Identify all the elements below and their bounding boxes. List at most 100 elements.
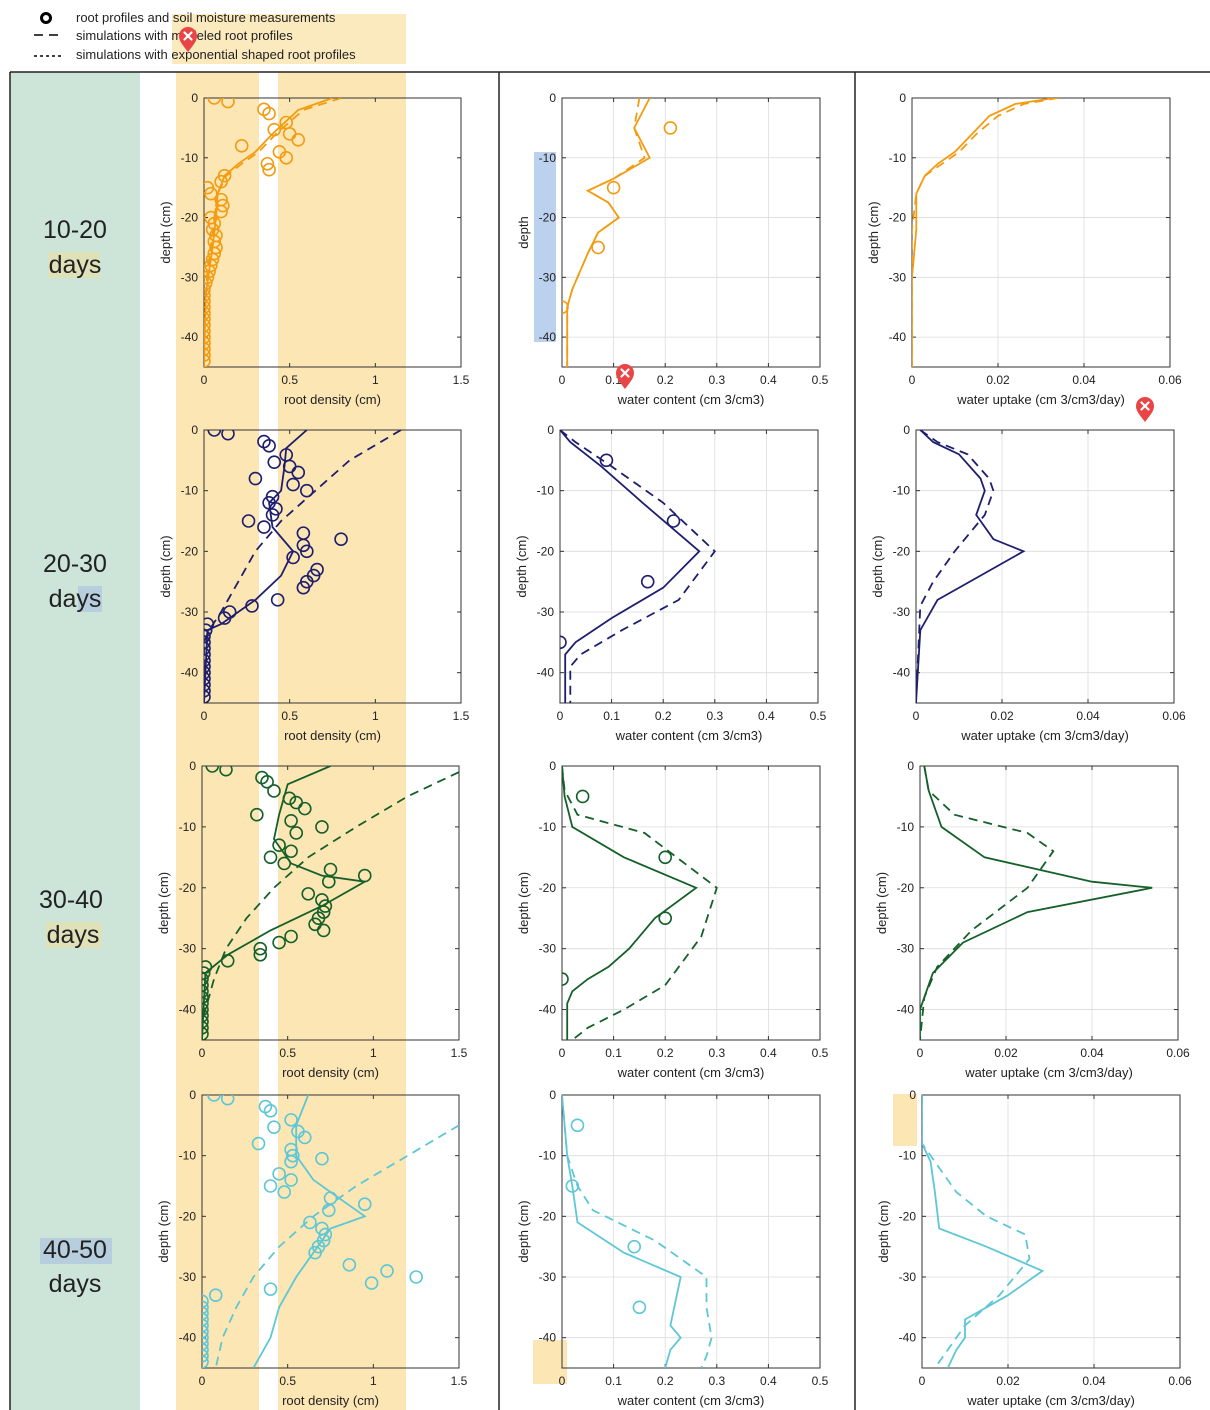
axes-box — [911, 97, 1171, 368]
data-point — [299, 483, 314, 498]
legend: root profiles and soil moisture measurem… — [34, 10, 406, 64]
data-point — [380, 1264, 394, 1278]
data-point — [202, 1324, 209, 1339]
data-point — [321, 874, 336, 889]
y-tick-label: -20 — [899, 1209, 917, 1223]
y-tick-label: 0 — [903, 423, 910, 437]
chart-panel: 0 0.02 0.04 0.06 0 -10 -20 -30 -40 water uptake (… — [870, 423, 1186, 743]
y-axis-label: depth (cm) — [866, 201, 881, 263]
y-axis-label: depth (cm) — [874, 872, 889, 934]
data-point — [666, 514, 681, 528]
y-tick-label: -30 — [179, 942, 197, 956]
y-tick-label: -30 — [539, 942, 557, 956]
y-axis-label: depth (cm) — [514, 535, 529, 597]
y-tick-label: -10 — [179, 820, 197, 834]
data-point — [202, 990, 209, 1005]
data-point — [296, 580, 311, 595]
data-point — [202, 1336, 209, 1351]
row-label-band — [10, 72, 140, 1410]
series-exponential-line — [922, 1095, 1031, 1368]
y-tick-label: -20 — [539, 1209, 557, 1223]
x-tick-label: 0.3 — [708, 1046, 725, 1060]
row-label-2: 20-30 days — [43, 550, 107, 613]
data-point — [221, 430, 235, 441]
data-point — [204, 300, 211, 315]
x-tick-label: 0.5 — [812, 1374, 829, 1388]
x-tick-label: 0.4 — [758, 709, 775, 723]
x-tick-label: 0.2 — [657, 1374, 674, 1388]
plot-area — [202, 1095, 459, 1368]
plot-area — [922, 1095, 1045, 1368]
y-tick-label: 0 — [907, 759, 914, 773]
y-tick-label: -30 — [537, 605, 555, 619]
y-axis-label: depth (cm) — [876, 1200, 891, 1262]
row-label-line2: days — [49, 251, 102, 279]
y-tick-label: -40 — [181, 666, 199, 680]
data-point — [204, 665, 211, 680]
x-tick-label: 0 — [909, 373, 916, 387]
pin-shape — [179, 27, 197, 52]
data-point — [204, 318, 211, 332]
data-point — [207, 430, 222, 437]
data-point — [204, 186, 218, 201]
data-point — [204, 306, 211, 320]
data-point — [208, 1288, 223, 1302]
chart-panel: 0 0.02 0.04 0.06 0 -10 -20 -30 -40 water uptake (… — [866, 91, 1182, 407]
data-point — [202, 1008, 209, 1023]
chart-panel: 0 0.1 0.2 0.3 0.4 0.5 0 -10 -20 -30 -40 water conte… — [516, 1088, 829, 1408]
plot-area — [202, 766, 459, 1040]
x-tick-label: 0.04 — [1080, 1046, 1104, 1060]
x-tick-label: 1.5 — [453, 709, 470, 723]
row-label-line1: 20-30 — [43, 550, 107, 578]
data-point — [204, 647, 211, 662]
x-tick-label: 0.06 — [1168, 1374, 1192, 1388]
chart-panel: 0 0.5 1 1.5 0 -10 -20 -30 -40 root density (cm) de… — [158, 423, 470, 743]
data-point — [270, 593, 285, 607]
y-tick-label: 0 — [899, 91, 906, 105]
series-modeled-line — [912, 98, 1055, 367]
x-tick-label: 0.5 — [810, 709, 827, 723]
y-tick-label: -20 — [179, 1209, 197, 1223]
pin-x — [1140, 401, 1150, 411]
legend-circle-icon — [40, 12, 52, 24]
data-point — [253, 947, 268, 962]
data-point — [334, 532, 348, 547]
y-tick-label: -20 — [893, 544, 911, 558]
data-point — [214, 204, 228, 219]
data-point — [220, 954, 235, 968]
y-tick-label: -40 — [539, 1331, 557, 1345]
data-point — [253, 941, 268, 956]
data-point — [263, 1179, 278, 1193]
y-tick-label: -30 — [889, 270, 907, 284]
data-point — [202, 1021, 209, 1035]
data-point — [627, 1239, 642, 1254]
x-tick-label: 0 — [557, 709, 564, 723]
y-axis-label: depth (cm) — [516, 872, 531, 934]
x-tick-label: 1 — [370, 1046, 377, 1060]
x-tick-label: 1.5 — [453, 373, 470, 387]
series-exponential-line — [920, 766, 1055, 1040]
data-point — [245, 599, 259, 613]
axes-box — [203, 429, 462, 704]
data-point — [202, 1349, 209, 1363]
legend-label: simulations with exponential shaped root… — [76, 47, 356, 62]
x-tick-label: 0 — [199, 1046, 206, 1060]
data-point — [220, 1095, 235, 1106]
data-point — [318, 1227, 333, 1242]
y-tick-label: -20 — [539, 881, 557, 895]
data-point — [316, 923, 331, 938]
y-tick-label: -20 — [181, 211, 199, 225]
x-tick-label: 0.02 — [990, 709, 1014, 723]
axes-box — [919, 765, 1179, 1041]
pin-marker-icon — [1136, 397, 1154, 422]
row-label-1: 10-20 days — [43, 216, 107, 279]
x-axis-label: root density (cm) — [282, 1393, 379, 1408]
data-point — [282, 791, 297, 806]
data-point — [202, 1318, 209, 1333]
y-tick-label: -10 — [537, 484, 555, 498]
data-point — [202, 984, 209, 999]
y-axis-label: depth (cm) — [156, 872, 171, 934]
chart-panel: 0 0.1 0.2 0.3 0.4 0.5 0 -10 -20 -30 -40 water conte… — [514, 423, 827, 743]
y-tick-label: -40 — [899, 1331, 917, 1345]
data-point — [277, 1185, 292, 1199]
